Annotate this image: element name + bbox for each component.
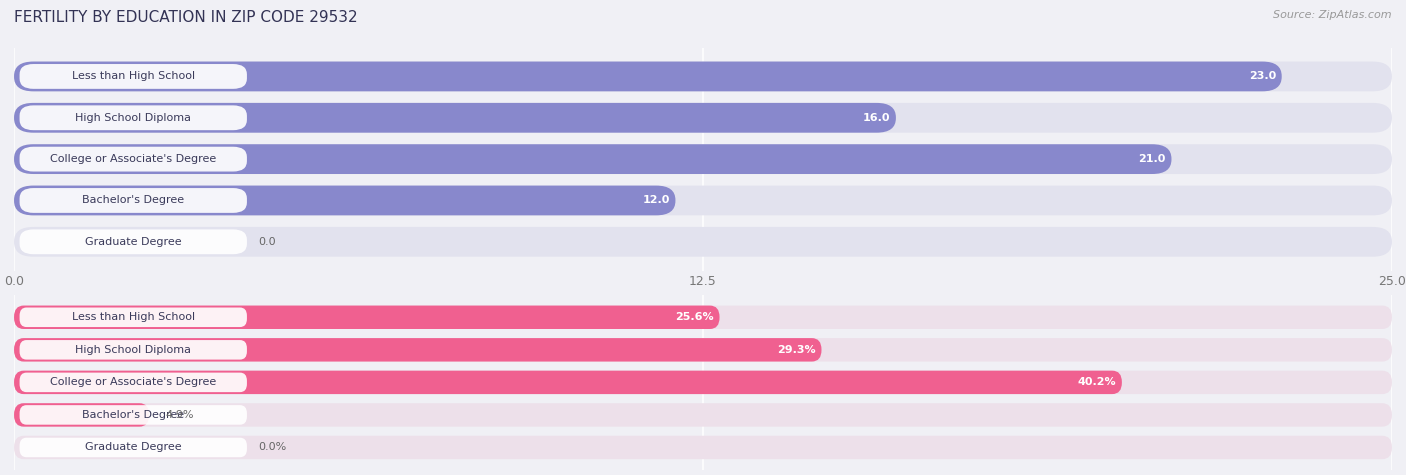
Text: Source: ZipAtlas.com: Source: ZipAtlas.com — [1274, 10, 1392, 19]
FancyBboxPatch shape — [20, 188, 247, 213]
FancyBboxPatch shape — [14, 436, 1392, 459]
FancyBboxPatch shape — [20, 105, 247, 130]
Text: High School Diploma: High School Diploma — [76, 345, 191, 355]
FancyBboxPatch shape — [14, 144, 1392, 174]
FancyBboxPatch shape — [14, 144, 1171, 174]
FancyBboxPatch shape — [14, 103, 896, 133]
Text: Graduate Degree: Graduate Degree — [84, 237, 181, 247]
FancyBboxPatch shape — [14, 338, 1392, 361]
Text: 23.0: 23.0 — [1249, 71, 1277, 81]
FancyBboxPatch shape — [20, 307, 247, 327]
Text: 16.0: 16.0 — [863, 113, 890, 123]
FancyBboxPatch shape — [14, 338, 821, 361]
Text: Bachelor's Degree: Bachelor's Degree — [82, 196, 184, 206]
FancyBboxPatch shape — [14, 370, 1392, 394]
Text: Less than High School: Less than High School — [72, 71, 195, 81]
FancyBboxPatch shape — [14, 403, 1392, 427]
FancyBboxPatch shape — [20, 340, 247, 360]
FancyBboxPatch shape — [20, 64, 247, 89]
FancyBboxPatch shape — [14, 305, 1392, 329]
FancyBboxPatch shape — [14, 103, 1392, 133]
Text: Bachelor's Degree: Bachelor's Degree — [82, 410, 184, 420]
FancyBboxPatch shape — [14, 305, 720, 329]
FancyBboxPatch shape — [20, 147, 247, 171]
FancyBboxPatch shape — [20, 437, 247, 457]
FancyBboxPatch shape — [14, 186, 1392, 215]
FancyBboxPatch shape — [14, 227, 1392, 256]
FancyBboxPatch shape — [14, 186, 675, 215]
FancyBboxPatch shape — [20, 229, 247, 254]
Text: 25.6%: 25.6% — [675, 312, 714, 322]
FancyBboxPatch shape — [20, 405, 247, 425]
Text: FERTILITY BY EDUCATION IN ZIP CODE 29532: FERTILITY BY EDUCATION IN ZIP CODE 29532 — [14, 10, 357, 25]
Text: 4.9%: 4.9% — [166, 410, 194, 420]
Text: College or Associate's Degree: College or Associate's Degree — [51, 154, 217, 164]
FancyBboxPatch shape — [14, 370, 1122, 394]
Text: 29.3%: 29.3% — [778, 345, 815, 355]
Text: Graduate Degree: Graduate Degree — [84, 443, 181, 453]
Text: High School Diploma: High School Diploma — [76, 113, 191, 123]
Text: 0.0: 0.0 — [257, 237, 276, 247]
Text: 40.2%: 40.2% — [1078, 377, 1116, 388]
Text: College or Associate's Degree: College or Associate's Degree — [51, 377, 217, 388]
FancyBboxPatch shape — [20, 372, 247, 392]
Text: 21.0: 21.0 — [1139, 154, 1166, 164]
FancyBboxPatch shape — [14, 62, 1392, 91]
Text: Less than High School: Less than High School — [72, 312, 195, 322]
Text: 12.0: 12.0 — [643, 196, 669, 206]
FancyBboxPatch shape — [14, 62, 1282, 91]
Text: 0.0%: 0.0% — [257, 443, 287, 453]
FancyBboxPatch shape — [14, 403, 149, 427]
